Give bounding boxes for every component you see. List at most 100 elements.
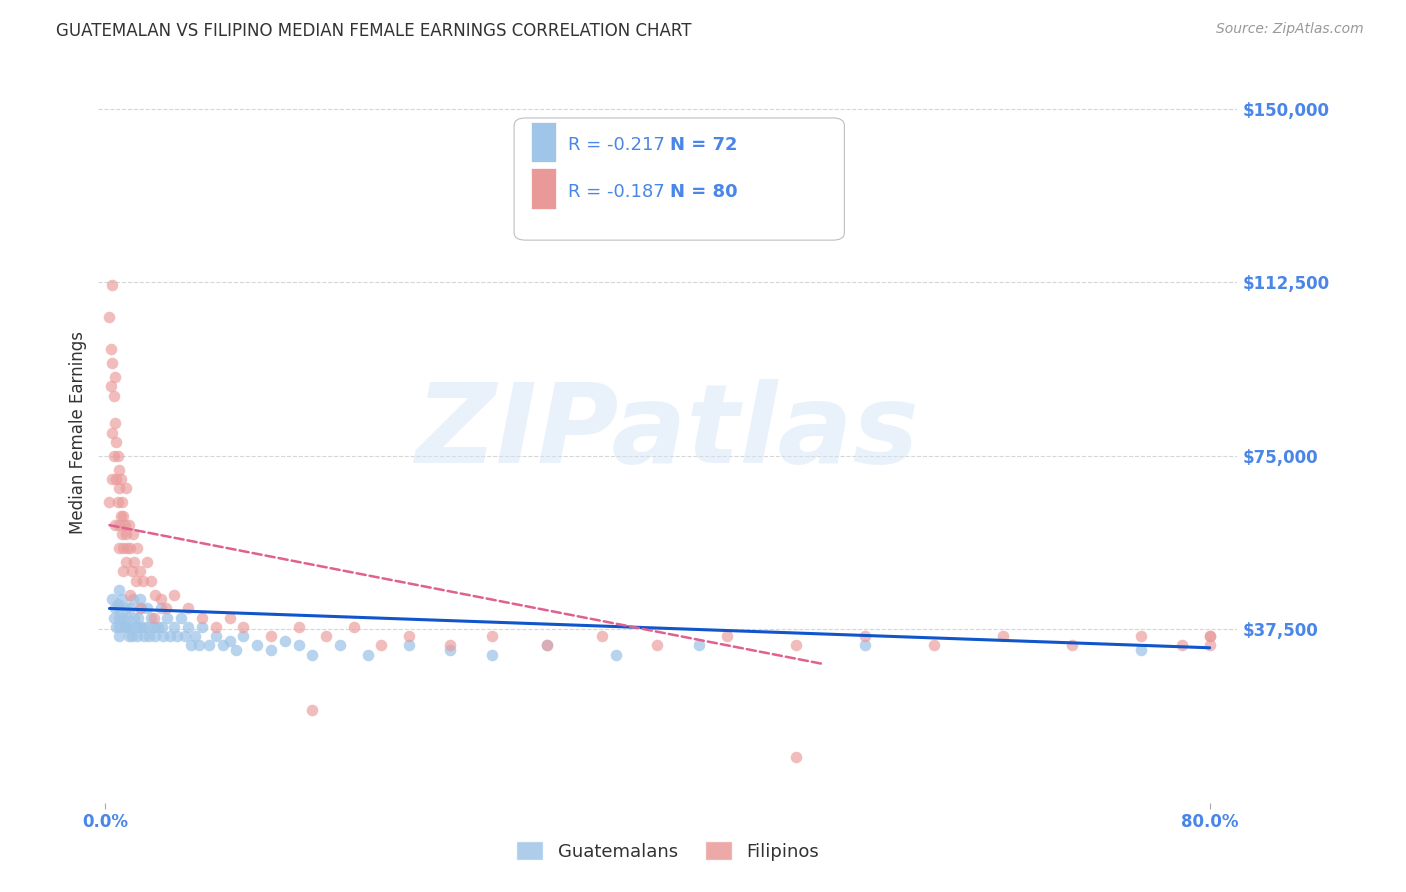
Point (139, 574, 162, 588)
Point (108, 620, 131, 634)
Point (100, 343, 122, 357)
Point (112, 610, 135, 624)
Point (142, 620, 165, 634)
Point (107, 597, 129, 611)
Point (108, 518, 131, 533)
Point (108, 629, 131, 643)
Point (107, 449, 129, 463)
Point (122, 527, 145, 541)
Point (135, 555, 157, 569)
Point (191, 610, 214, 624)
Point (122, 592, 145, 607)
Point (139, 610, 162, 624)
Point (155, 601, 177, 615)
Point (108, 541, 131, 556)
Point (218, 633, 240, 648)
Point (101, 356, 124, 370)
Point (184, 629, 207, 643)
Point (605, 648, 627, 662)
Point (439, 643, 461, 657)
Point (301, 648, 323, 662)
Point (170, 610, 193, 624)
Point (315, 629, 337, 643)
Point (163, 588, 186, 602)
Point (591, 629, 613, 643)
Point (110, 508, 132, 523)
Point (110, 472, 132, 486)
Point (105, 434, 128, 449)
Point (232, 620, 254, 634)
Point (103, 449, 125, 463)
Text: Source: ZipAtlas.com: Source: ZipAtlas.com (1216, 22, 1364, 37)
Legend: Guatemalans, Filipinos: Guatemalans, Filipinos (509, 834, 827, 868)
Point (481, 648, 503, 662)
Point (117, 541, 139, 556)
Text: ZIPatlas: ZIPatlas (416, 379, 920, 486)
Point (853, 629, 876, 643)
Point (108, 481, 131, 495)
Point (101, 277, 124, 292)
Point (274, 633, 297, 648)
Point (103, 388, 125, 402)
Text: GUATEMALAN VS FILIPINO MEDIAN FEMALE EARNINGS CORRELATION CHART: GUATEMALAN VS FILIPINO MEDIAN FEMALE EAR… (56, 22, 692, 40)
Point (129, 601, 152, 615)
Point (108, 582, 131, 597)
Text: R = -0.217: R = -0.217 (568, 136, 665, 154)
Point (120, 588, 142, 602)
Point (218, 610, 240, 624)
Point (104, 518, 127, 533)
Point (1060, 639, 1083, 653)
Point (132, 629, 155, 643)
Point (107, 495, 129, 509)
Point (143, 629, 166, 643)
Point (198, 639, 221, 653)
Point (124, 555, 146, 569)
Point (105, 620, 128, 634)
Point (991, 629, 1014, 643)
Point (98, 310, 121, 324)
Point (115, 527, 138, 541)
Point (131, 574, 153, 588)
Point (174, 629, 197, 643)
Point (128, 601, 150, 615)
Point (114, 620, 136, 634)
Text: R = -0.187: R = -0.187 (568, 183, 665, 201)
Point (115, 481, 138, 495)
Point (647, 639, 669, 653)
Point (101, 592, 124, 607)
Y-axis label: Median Female Earnings: Median Female Earnings (69, 331, 87, 534)
Point (853, 639, 876, 653)
Point (260, 643, 283, 657)
Point (98, 495, 121, 509)
Point (112, 508, 135, 523)
Point (104, 370, 127, 384)
Point (125, 541, 148, 556)
Point (131, 620, 153, 634)
Point (536, 639, 558, 653)
Point (481, 629, 503, 643)
Point (101, 425, 124, 440)
Point (118, 518, 141, 533)
Point (166, 629, 188, 643)
Point (287, 620, 309, 634)
Point (356, 648, 378, 662)
Point (108, 610, 131, 624)
Point (159, 629, 181, 643)
Point (111, 495, 134, 509)
Point (118, 629, 141, 643)
Point (439, 639, 461, 653)
Point (128, 592, 150, 607)
Point (1198, 629, 1220, 643)
Point (125, 574, 148, 588)
Point (191, 620, 214, 634)
Point (149, 601, 172, 615)
Point (111, 527, 134, 541)
Point (329, 639, 352, 653)
Point (370, 639, 392, 653)
Point (103, 610, 125, 624)
Point (232, 629, 254, 643)
Point (1198, 639, 1220, 653)
Point (121, 629, 143, 643)
Point (343, 620, 366, 634)
Point (124, 610, 146, 624)
